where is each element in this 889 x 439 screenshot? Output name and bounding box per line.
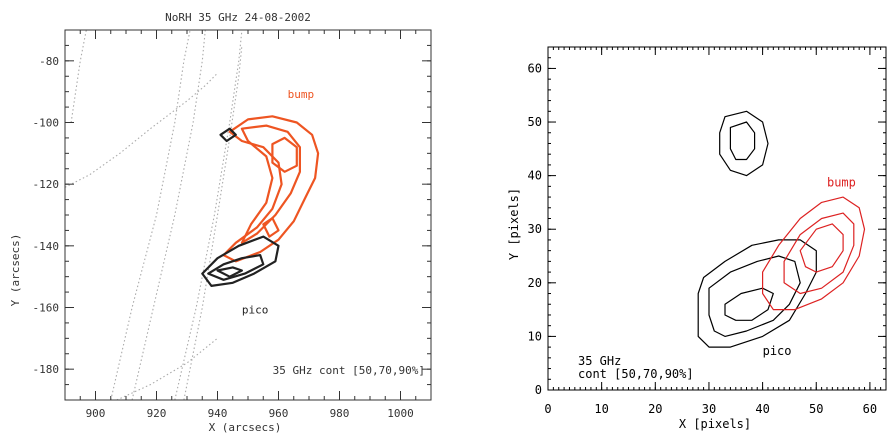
left-x-tick-label: 940	[208, 407, 228, 420]
bump-contour-left-1	[240, 124, 301, 244]
left-y-tick-label: -160	[33, 302, 60, 315]
right-y-axis-label: Y [pixels]	[507, 188, 521, 260]
left-x-tick-label: 920	[147, 407, 167, 420]
right-x-tick-label: 10	[594, 402, 608, 416]
limb-line-2	[110, 29, 191, 401]
left-chart-title: NoRH 35 GHz 24-08-2002	[165, 11, 311, 24]
right-x-tick-label: 50	[809, 402, 823, 416]
bump-contour-left-3	[262, 217, 280, 238]
limb-line-6	[116, 337, 218, 401]
pico-contour-left-2	[216, 266, 243, 278]
right-annotation-line-1: 35 GHz	[578, 354, 621, 368]
right-y-tick-label: 60	[528, 61, 542, 75]
right-y-tick-label: 0	[535, 383, 542, 397]
bump-contour-left-0	[222, 115, 320, 263]
pico-contour-right-1	[729, 121, 756, 161]
right-x-tick-label: 0	[544, 402, 551, 416]
right-y-tick-label: 40	[528, 169, 542, 183]
right-x-tick-label: 40	[755, 402, 769, 416]
pico-contour-right-0	[719, 110, 769, 177]
left-x-axis-label: X (arcsecs)	[209, 421, 282, 434]
limb-line-1	[70, 29, 87, 123]
pico-contour-right-4	[724, 287, 774, 321]
bump-contour-left-2	[271, 136, 298, 173]
bump-contour-right-0	[762, 196, 866, 311]
left-chart: NoRH 35 GHz 24-08-2002 900 920 940 960 980 10…	[9, 11, 432, 434]
right-annotation-line-2: cont [50,70,90%]	[578, 367, 694, 381]
limb-line-3	[131, 29, 206, 401]
right-y-tick-label: 10	[528, 329, 542, 343]
right-x-tick-label: 20	[648, 402, 662, 416]
left-y-tick-label: -140	[33, 240, 60, 253]
right-x-tick-label: 60	[863, 402, 877, 416]
bump-contour-right-1	[783, 212, 855, 295]
pico-contour-right-3	[708, 255, 801, 337]
pico-label-left: pico	[242, 304, 269, 317]
bump-label-left: bump	[288, 88, 315, 101]
left-x-tick-label: 1000	[387, 407, 414, 420]
left-plot-frame	[64, 29, 432, 401]
pico-contour-left-1	[207, 254, 265, 281]
left-y-tick-label: -80	[39, 55, 59, 68]
left-annotation: 35 GHz cont [50,70,90%]	[273, 364, 425, 377]
pico-contour-right-2	[697, 239, 817, 348]
bump-contour-right-2	[799, 223, 844, 273]
right-plot-frame	[547, 46, 887, 391]
right-y-tick-label: 30	[528, 222, 542, 236]
left-x-tick-label: 900	[86, 407, 106, 420]
left-y-tick-label: -180	[33, 363, 60, 376]
right-chart: 0 10 20 30 40 50 60 0 10 20 30 40 50 60 bump pico X [pi…	[507, 46, 887, 431]
pico-label-right: pico	[763, 344, 792, 358]
left-y-tick-label: -120	[33, 178, 60, 191]
pico-contour-left-0	[201, 235, 280, 287]
right-x-axis-label: X [pixels]	[679, 417, 751, 431]
left-y-tick-label: -100	[33, 117, 60, 130]
limb-line-0	[64, 72, 218, 188]
right-y-tick-label: 50	[528, 115, 542, 129]
right-x-tick-label: 30	[702, 402, 716, 416]
left-x-tick-label: 980	[330, 407, 350, 420]
bump-label-right: bump	[827, 175, 856, 189]
pico-contour-left-3	[219, 127, 237, 143]
left-x-tick-label: 960	[269, 407, 289, 420]
limb-line-4	[174, 29, 243, 401]
right-y-tick-label: 20	[528, 276, 542, 290]
left-y-axis-label: Y (arcsecs)	[9, 234, 22, 307]
